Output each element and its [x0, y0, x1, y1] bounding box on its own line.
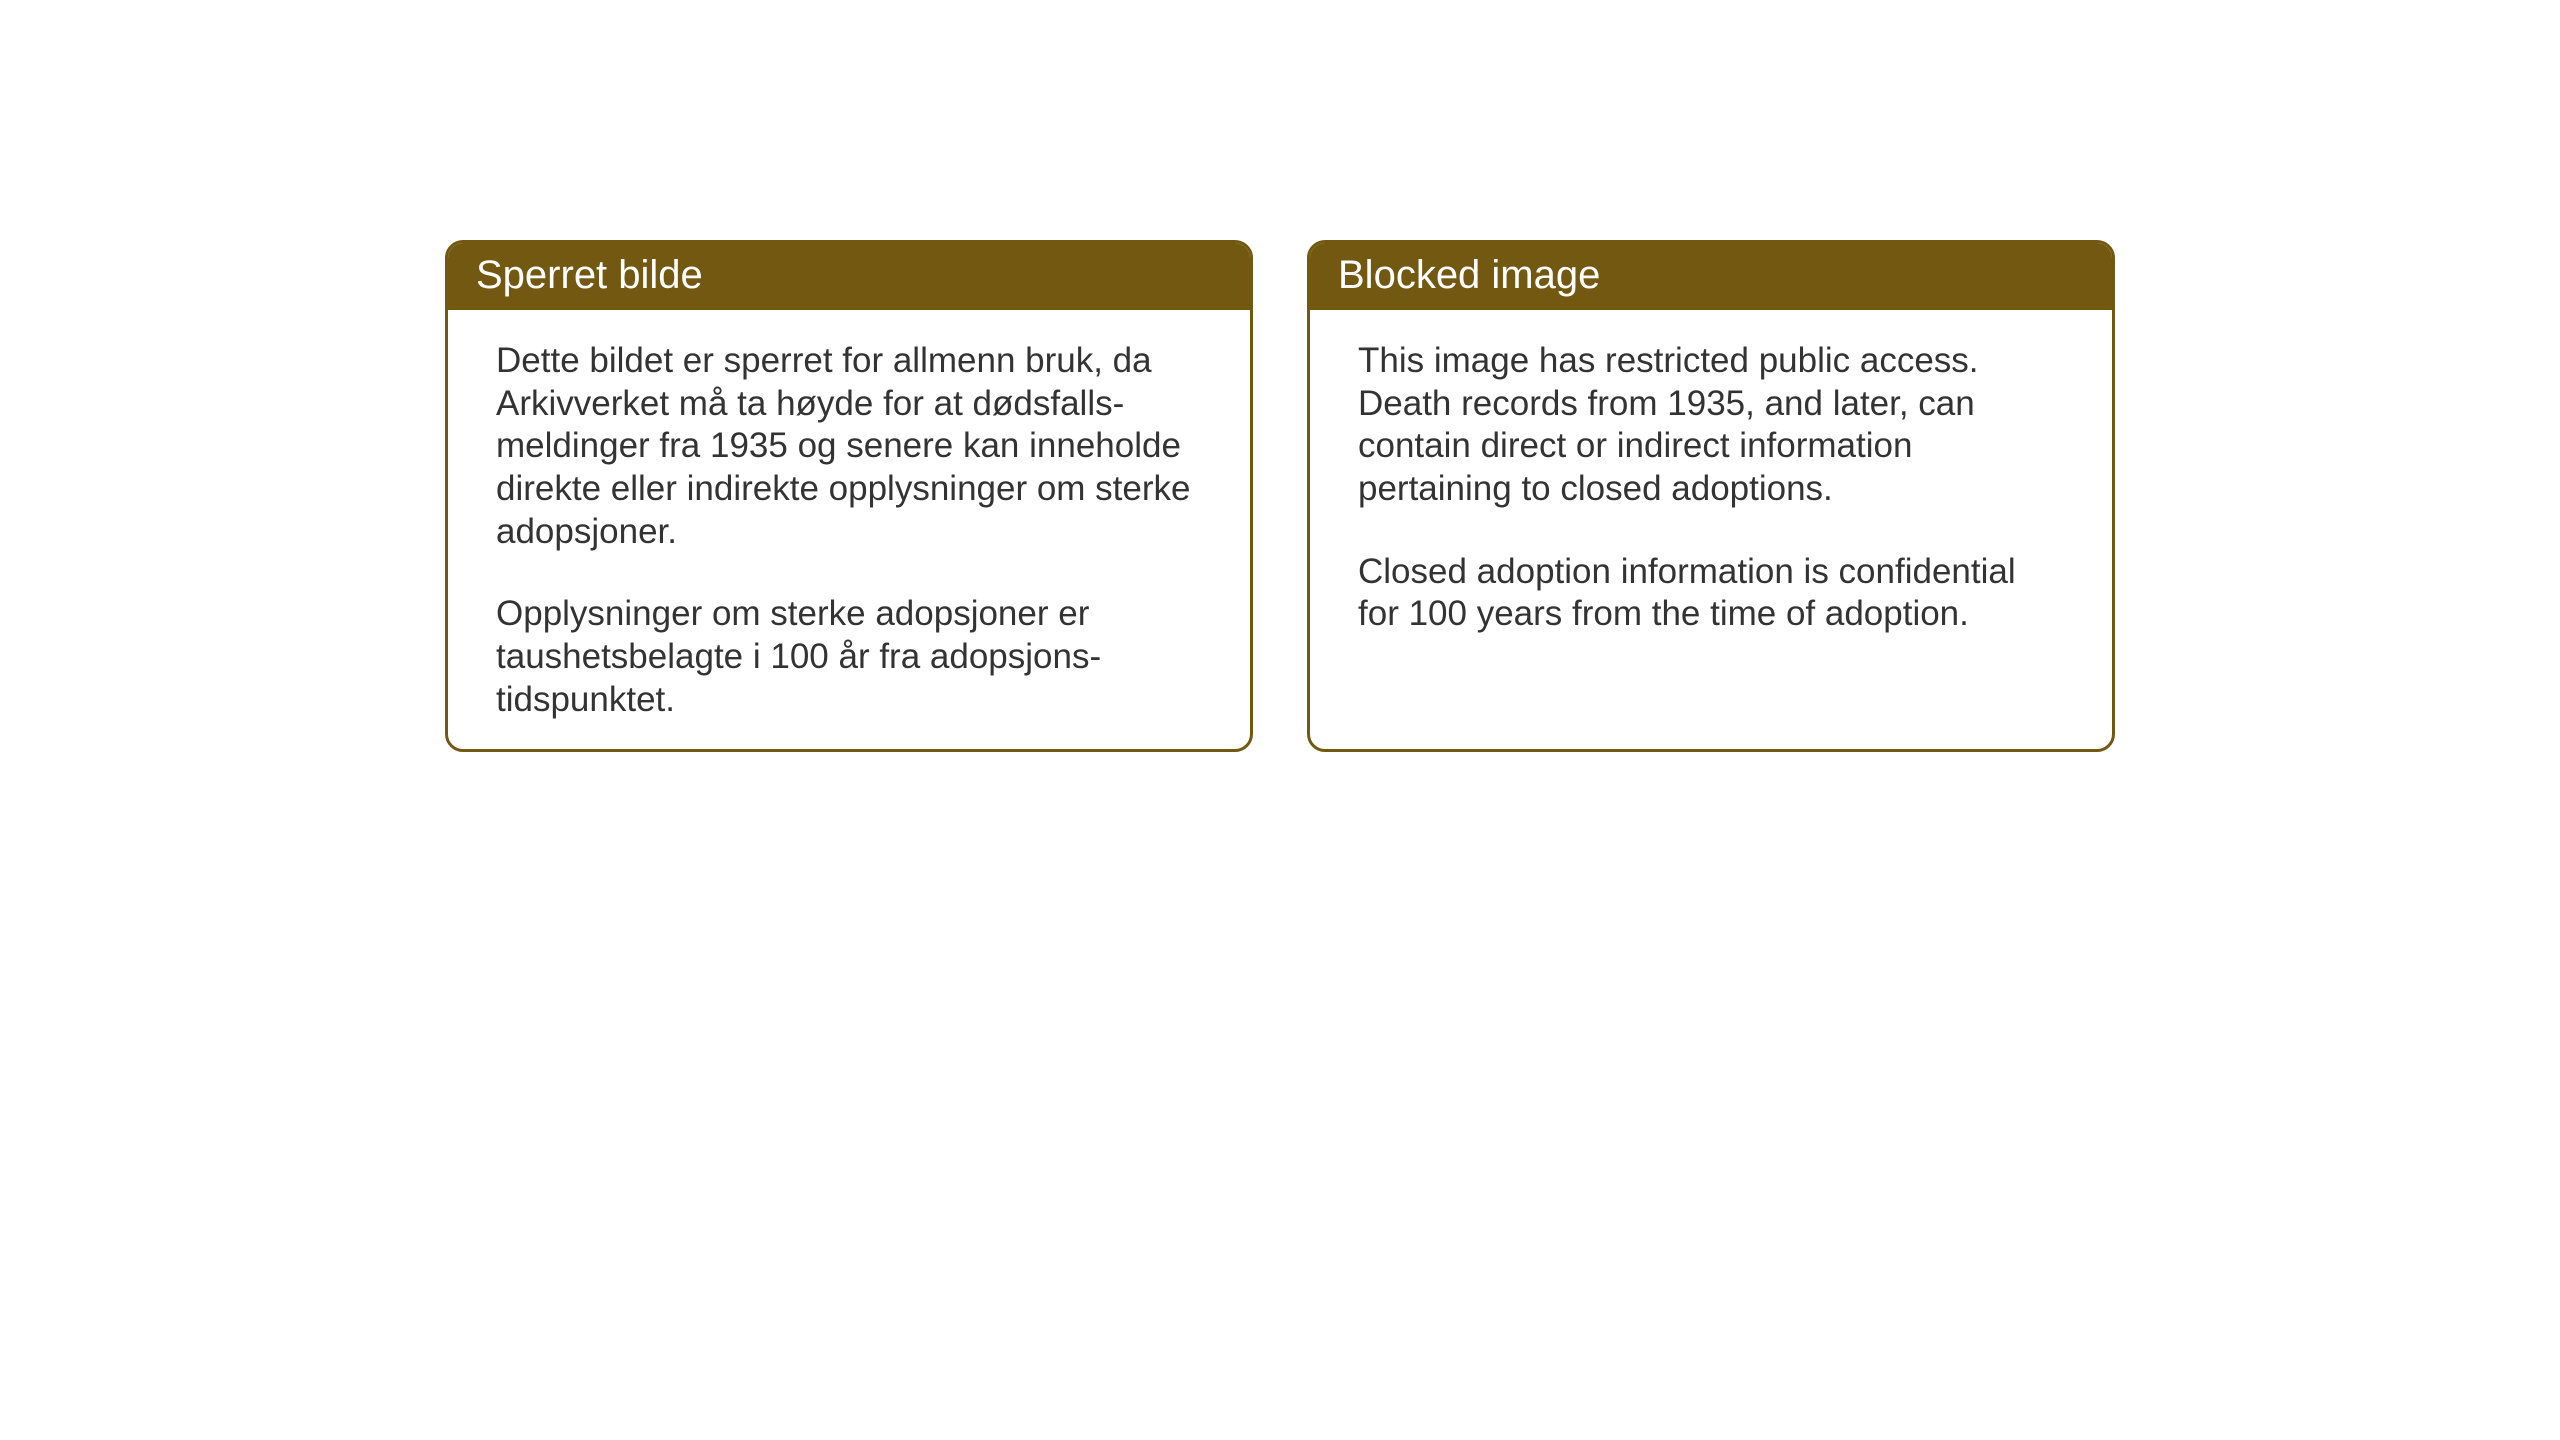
paragraph-2-norwegian: Opplysninger om sterke adopsjoner er tau…: [496, 593, 1202, 721]
card-body-norwegian: Dette bildet er sperret for allmenn bruk…: [448, 310, 1250, 752]
card-header-norwegian: Sperret bilde: [448, 243, 1250, 310]
card-norwegian: Sperret bilde Dette bildet er sperret fo…: [445, 240, 1253, 752]
card-english: Blocked image This image has restricted …: [1307, 240, 2115, 752]
card-body-english: This image has restricted public access.…: [1310, 310, 2112, 666]
paragraph-1-norwegian: Dette bildet er sperret for allmenn bruk…: [496, 340, 1202, 553]
cards-container: Sperret bilde Dette bildet er sperret fo…: [445, 240, 2115, 1440]
paragraph-2-english: Closed adoption information is confident…: [1358, 551, 2064, 636]
card-header-english: Blocked image: [1310, 243, 2112, 310]
paragraph-1-english: This image has restricted public access.…: [1358, 340, 2064, 511]
